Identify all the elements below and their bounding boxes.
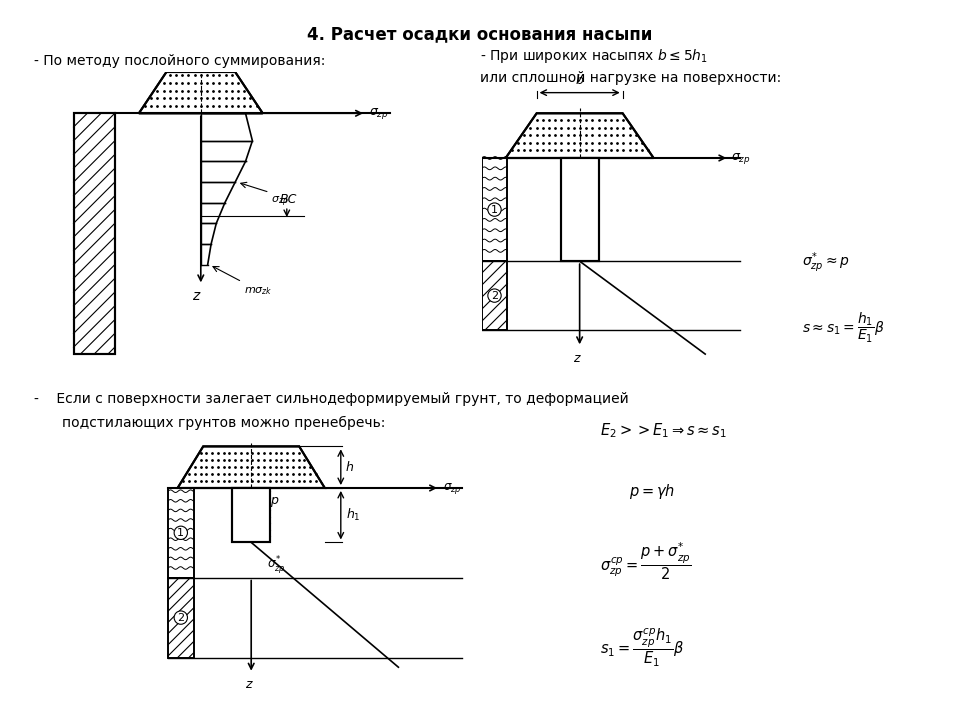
Text: $h_1$: $h_1$ [346, 507, 360, 523]
Text: $E_2 >> E_1 \Rightarrow s \approx s_1$: $E_2 >> E_1 \Rightarrow s \approx s_1$ [600, 421, 727, 440]
Text: $\sigma_{zp}$: $\sigma_{zp}$ [731, 150, 751, 166]
Text: $s \approx s_1 = \dfrac{h_1}{E_1}\beta$: $s \approx s_1 = \dfrac{h_1}{E_1}\beta$ [802, 310, 884, 345]
Text: $\sigma_{zp}$: $\sigma_{zp}$ [272, 194, 289, 209]
Text: h: h [346, 461, 353, 474]
Bar [168, 577, 194, 657]
Text: $\sigma^{cp}_{zp} = \dfrac{p + \sigma^{*}_{zp}}{2}$: $\sigma^{cp}_{zp} = \dfrac{p + \sigma^{*… [600, 540, 691, 582]
Polygon shape [139, 72, 263, 113]
Text: z: z [245, 678, 252, 691]
Text: $\sigma_{zp}$: $\sigma_{zp}$ [444, 480, 462, 495]
Text: $s_1 = \dfrac{\sigma^{cp}_{zp} h_1}{E_1} \beta$: $s_1 = \dfrac{\sigma^{cp}_{zp} h_1}{E_1}… [600, 626, 684, 669]
Text: $\sigma^{*}_{zp}$: $\sigma^{*}_{zp}$ [267, 554, 286, 575]
Text: z: z [192, 289, 200, 302]
Bar [232, 488, 271, 542]
Text: p: p [271, 495, 278, 508]
Text: 2: 2 [178, 613, 184, 623]
Bar [74, 113, 115, 354]
Bar [482, 261, 508, 330]
Bar [168, 488, 194, 577]
Text: 4. Расчет осадки основания насыпи: 4. Расчет осадки основания насыпи [307, 25, 653, 43]
Text: BC: BC [280, 193, 298, 206]
Text: 1: 1 [178, 528, 184, 538]
Text: - По методу послойного суммирования:: - По методу послойного суммирования: [34, 54, 325, 68]
Text: $\sigma^{*}_{zp} \approx p$: $\sigma^{*}_{zp} \approx p$ [802, 251, 850, 275]
Text: z: z [573, 352, 579, 365]
Text: b: b [576, 74, 584, 87]
Text: $\sigma_{zp}$: $\sigma_{zp}$ [370, 106, 389, 121]
Bar [232, 488, 271, 542]
Text: - При широких насыпях $b\leq5h_1$: - При широких насыпях $b\leq5h_1$ [480, 47, 708, 65]
Text: или сплошной нагрузке на поверхности:: или сплошной нагрузке на поверхности: [480, 71, 781, 84]
Bar [482, 158, 508, 261]
Text: 2: 2 [491, 291, 498, 301]
Polygon shape [178, 446, 324, 488]
Bar [561, 158, 599, 261]
Bar [74, 113, 115, 354]
Bar [482, 158, 508, 261]
Bar [168, 577, 194, 657]
Bar [168, 488, 194, 577]
Text: 1: 1 [491, 204, 498, 215]
Bar [561, 158, 599, 261]
Text: $m\sigma_{zk}$: $m\sigma_{zk}$ [244, 285, 273, 297]
Text: -    Если с поверхности залегает сильнодеформируемый грунт, то деформацией: - Если с поверхности залегает сильнодефо… [34, 392, 629, 406]
Bar [482, 261, 508, 330]
Polygon shape [506, 113, 654, 158]
Text: подстилающих грунтов можно пренебречь:: подстилающих грунтов можно пренебречь: [62, 416, 386, 431]
Text: $p = \gamma h$: $p = \gamma h$ [629, 482, 675, 501]
